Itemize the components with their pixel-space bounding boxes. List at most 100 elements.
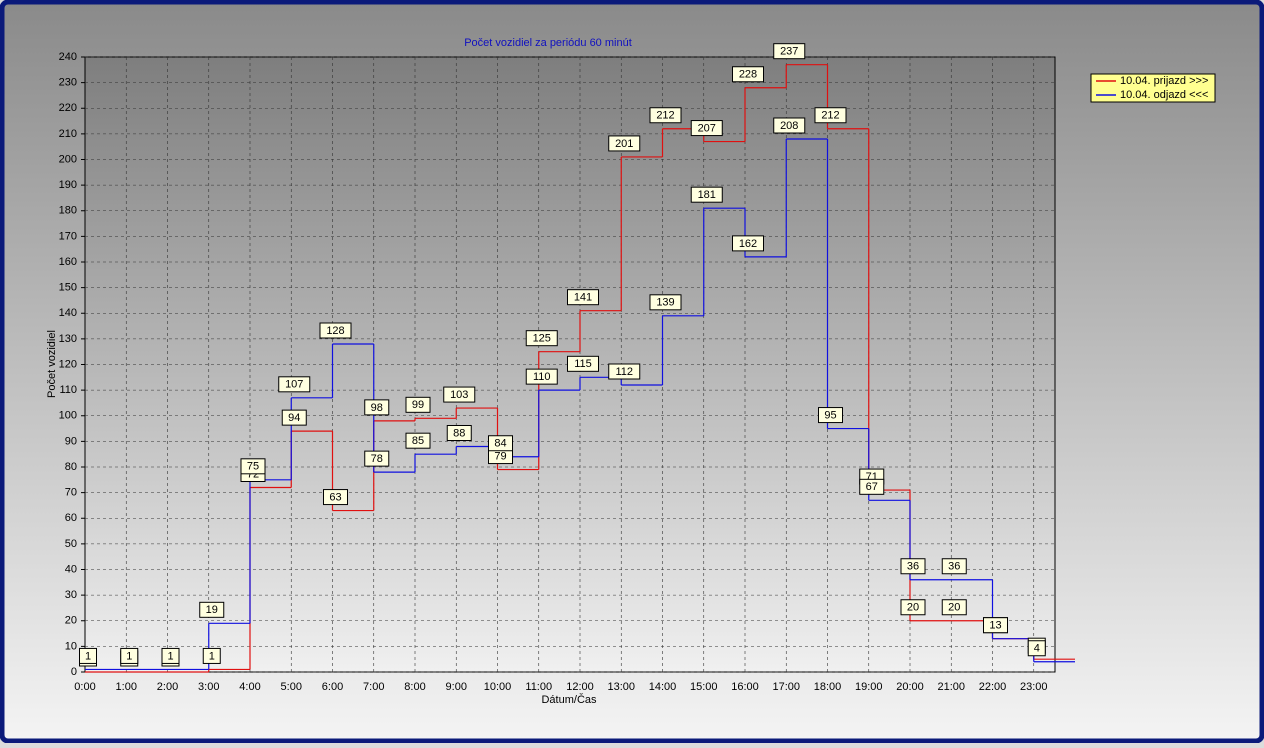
value-label-box bbox=[364, 399, 390, 416]
value-label-box bbox=[690, 186, 723, 203]
y-tick-label: 190 bbox=[59, 179, 77, 191]
y-tick-label: 90 bbox=[65, 435, 77, 447]
y-tick-label: 160 bbox=[59, 256, 77, 268]
x-tick-label: 2:00 bbox=[157, 681, 178, 693]
x-tick-label: 22:00 bbox=[979, 681, 1007, 693]
y-tick-label: 70 bbox=[65, 487, 77, 499]
y-tick-label: 50 bbox=[65, 538, 77, 550]
x-tick-label: 23:00 bbox=[1020, 681, 1048, 693]
value-label: 115 bbox=[574, 358, 592, 370]
value-label-box bbox=[814, 107, 847, 124]
x-tick-label: 17:00 bbox=[772, 681, 800, 693]
value-label: 107 bbox=[285, 379, 303, 391]
value-label-box bbox=[567, 355, 599, 372]
value-label-box bbox=[281, 409, 307, 426]
value-label-box bbox=[202, 647, 221, 664]
value-label: 207 bbox=[698, 122, 716, 134]
value-label: 103 bbox=[450, 389, 468, 401]
value-label: 201 bbox=[615, 138, 633, 150]
value-label-box bbox=[240, 458, 266, 475]
value-label-box bbox=[859, 478, 885, 495]
y-tick-label: 60 bbox=[65, 512, 77, 524]
x-tick-label: 18:00 bbox=[814, 681, 842, 693]
value-label: 19 bbox=[206, 604, 218, 616]
x-tick-label: 4:00 bbox=[239, 681, 260, 693]
y-tick-label: 10 bbox=[65, 640, 77, 652]
x-axis-label: Dátum/Čas bbox=[541, 693, 597, 706]
value-label-box bbox=[649, 107, 682, 124]
value-label-box bbox=[364, 450, 390, 467]
x-tick-label: 14:00 bbox=[649, 681, 677, 693]
value-label: 88 bbox=[453, 427, 465, 439]
value-label: 141 bbox=[574, 292, 592, 304]
value-label: 208 bbox=[780, 120, 798, 132]
value-label-box bbox=[199, 601, 225, 618]
value-label: 125 bbox=[533, 333, 551, 345]
value-label: 110 bbox=[533, 371, 551, 383]
value-label-box bbox=[567, 289, 599, 306]
value-label: 212 bbox=[656, 110, 674, 122]
value-label-box bbox=[732, 235, 764, 252]
value-label-box bbox=[608, 135, 641, 152]
value-label: 128 bbox=[326, 325, 344, 337]
x-tick-label: 13:00 bbox=[607, 681, 635, 693]
value-label: 1 bbox=[126, 650, 132, 662]
value-label-box bbox=[608, 363, 641, 380]
value-label-box bbox=[773, 117, 806, 134]
y-tick-label: 170 bbox=[59, 230, 77, 242]
y-tick-label: 20 bbox=[65, 615, 77, 627]
x-tick-label: 6:00 bbox=[322, 681, 343, 693]
chart-title: Počet vozidiel za periódu 60 minút bbox=[464, 37, 632, 49]
value-label: 98 bbox=[371, 402, 383, 414]
x-tick-label: 0:00 bbox=[74, 681, 95, 693]
x-tick-label: 10:00 bbox=[484, 681, 512, 693]
y-axis-label: Počet vozidiel bbox=[46, 330, 58, 398]
value-label-box bbox=[983, 617, 1008, 634]
value-label-box bbox=[941, 558, 967, 575]
legend-label: 10.04. prijazd >>> bbox=[1120, 75, 1208, 87]
x-tick-label: 11:00 bbox=[525, 681, 552, 693]
value-label-box bbox=[1027, 640, 1046, 657]
value-label-box bbox=[278, 376, 311, 393]
value-label-box bbox=[323, 489, 348, 506]
x-tick-label: 15:00 bbox=[690, 681, 718, 693]
legend bbox=[1090, 73, 1216, 103]
x-tick-label: 12:00 bbox=[566, 681, 594, 693]
x-tick-label: 19:00 bbox=[855, 681, 883, 693]
value-label-box bbox=[161, 647, 180, 664]
value-label-box bbox=[446, 425, 472, 441]
value-label: 1 bbox=[209, 650, 215, 662]
value-label: 67 bbox=[866, 481, 878, 493]
value-label-box bbox=[120, 647, 139, 664]
value-label: 20 bbox=[907, 602, 919, 614]
value-label: 84 bbox=[494, 438, 506, 450]
value-label: 228 bbox=[739, 69, 757, 81]
value-label: 20 bbox=[948, 602, 960, 614]
y-tick-label: 100 bbox=[59, 410, 77, 422]
value-label: 237 bbox=[780, 46, 798, 58]
value-label-box bbox=[649, 294, 682, 311]
value-label: 1 bbox=[167, 650, 173, 662]
x-tick-label: 7:00 bbox=[363, 681, 384, 693]
value-label: 139 bbox=[656, 297, 674, 309]
y-tick-label: 220 bbox=[59, 102, 77, 114]
y-tick-label: 120 bbox=[59, 358, 77, 370]
x-tick-label: 8:00 bbox=[404, 681, 425, 693]
y-tick-label: 30 bbox=[65, 589, 77, 601]
value-label: 63 bbox=[329, 491, 341, 503]
value-label: 75 bbox=[247, 461, 259, 473]
value-label: 94 bbox=[288, 412, 300, 424]
x-tick-label: 16:00 bbox=[731, 681, 759, 693]
y-tick-label: 240 bbox=[59, 51, 77, 63]
value-label: 95 bbox=[824, 409, 836, 421]
y-tick-label: 180 bbox=[59, 205, 77, 217]
value-label-box bbox=[319, 322, 352, 339]
value-label-box bbox=[773, 43, 806, 60]
value-label: 78 bbox=[371, 453, 383, 465]
x-tick-label: 21:00 bbox=[937, 681, 965, 693]
x-tick-label: 3:00 bbox=[198, 681, 219, 693]
value-label-box bbox=[443, 386, 476, 403]
legend-label: 10.04. odjazd <<< bbox=[1120, 89, 1208, 101]
y-tick-label: 210 bbox=[59, 128, 77, 140]
